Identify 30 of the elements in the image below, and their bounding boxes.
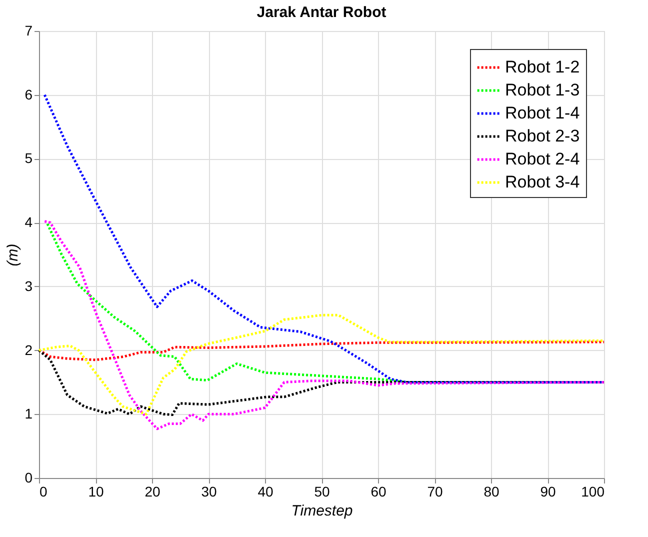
x-axis-title: Timestep <box>291 502 353 520</box>
y-tick-label: 4 <box>24 214 33 230</box>
y-tick-label: 3 <box>24 278 33 294</box>
x-tick-label: 40 <box>258 484 274 500</box>
y-tick-label: 5 <box>24 150 33 166</box>
x-tick-label: 0 <box>40 484 48 500</box>
y-tick-label: 6 <box>24 86 33 102</box>
y-tick-label: 2 <box>24 342 33 358</box>
x-tick-label: 70 <box>427 484 443 500</box>
chart-title: Jarak Antar Robot <box>256 4 386 21</box>
y-tick-label: 7 <box>24 22 33 38</box>
y-axis-title: (m) <box>4 244 22 266</box>
legend-label: Robot 1-2 <box>505 58 580 76</box>
x-tick-label: 60 <box>370 484 386 500</box>
line-series <box>38 314 606 416</box>
y-tick-label: 0 <box>24 470 33 486</box>
x-tick-label: 100 <box>581 484 605 500</box>
x-tick-label: 80 <box>484 484 500 500</box>
legend-label: Robot 2-3 <box>505 126 580 146</box>
x-tick-label: 10 <box>88 484 104 500</box>
legend-label: Robot 3-4 <box>505 172 580 192</box>
x-tick-label: 30 <box>201 484 217 500</box>
x-tick-label: 90 <box>540 484 556 500</box>
legend-label: Robot 2-4 <box>505 150 580 168</box>
x-tick-label: 20 <box>144 484 160 500</box>
x-tick-label: 50 <box>314 484 330 500</box>
legend-label: Robot 1-4 <box>505 104 580 122</box>
line-series <box>43 220 606 430</box>
legend-label: Robot 1-3 <box>505 80 580 100</box>
y-tick-label: 1 <box>24 406 33 422</box>
